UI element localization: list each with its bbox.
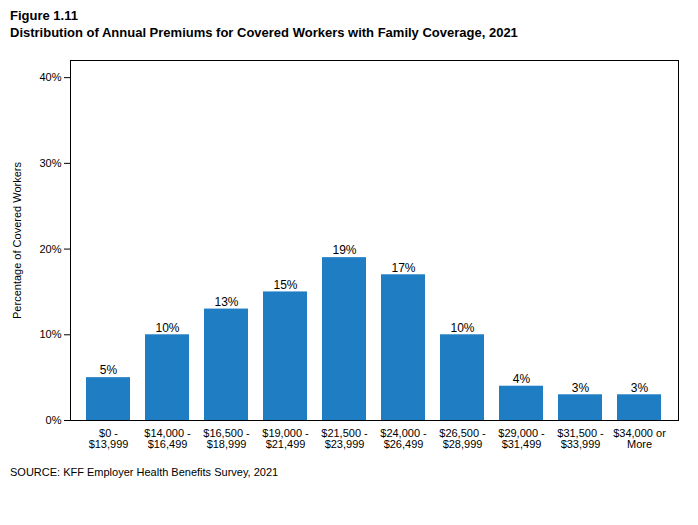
svg-text:20%: 20% — [39, 243, 61, 255]
svg-text:40%: 40% — [39, 71, 61, 83]
svg-text:30%: 30% — [39, 157, 61, 169]
svg-text:10%: 10% — [450, 321, 474, 335]
svg-text:15%: 15% — [273, 278, 297, 292]
svg-text:$21,500 -$23,999: $21,500 -$23,999 — [321, 427, 368, 450]
svg-text:Percentage of Covered Workers: Percentage of Covered Workers — [11, 162, 23, 319]
html-text:Figure 1.11: Figure 1.11 — [10, 8, 78, 23]
svg-text:17%: 17% — [391, 261, 415, 275]
svg-text:3%: 3% — [572, 381, 590, 395]
svg-text:10%: 10% — [155, 321, 179, 335]
html-text:Distribution of Annual Premium: Distribution of Annual Premiums for Cove… — [10, 25, 518, 40]
svg-text:0%: 0% — [46, 414, 62, 426]
svg-text:$29,000 -$31,499: $29,000 -$31,499 — [498, 427, 545, 450]
svg-text:$16,500 -$18,999: $16,500 -$18,999 — [203, 427, 250, 450]
svg-text:10%: 10% — [39, 328, 61, 340]
html-text:SOURCE: KFF Employer Health Be: SOURCE: KFF Employer Health Benefits Sur… — [10, 466, 279, 478]
svg-text:5%: 5% — [100, 363, 118, 377]
svg-text:$0 -$13,999: $0 -$13,999 — [89, 427, 129, 450]
svg-text:19%: 19% — [332, 243, 356, 257]
svg-text:3%: 3% — [631, 381, 649, 395]
svg-text:$24,000 -$26,499: $24,000 -$26,499 — [380, 427, 427, 450]
svg-text:$14,000 -$16,499: $14,000 -$16,499 — [144, 427, 191, 450]
svg-text:13%: 13% — [214, 295, 238, 309]
svg-text:$26,500 -$28,999: $26,500 -$28,999 — [439, 427, 486, 450]
svg-text:$31,500 -$33,999: $31,500 -$33,999 — [557, 427, 604, 450]
svg-text:4%: 4% — [513, 372, 531, 386]
svg-text:$34,000 orMore: $34,000 orMore — [613, 427, 666, 450]
svg-text:$19,000 -$21,499: $19,000 -$21,499 — [262, 427, 309, 450]
